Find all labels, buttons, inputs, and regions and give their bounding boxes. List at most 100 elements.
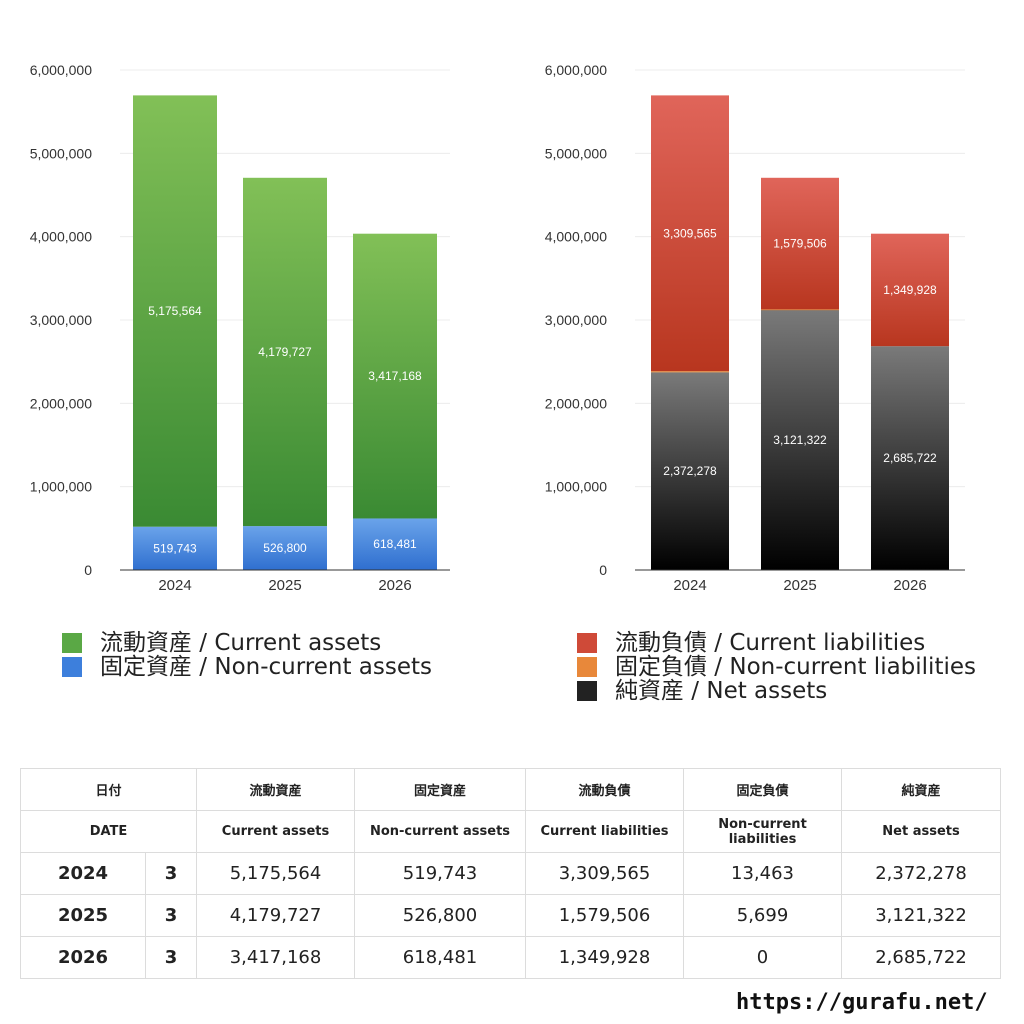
legend-swatch	[62, 657, 82, 677]
header-current-liabilities-en: Current liabilities	[525, 810, 685, 853]
header-net-assets-en: Net assets	[841, 810, 1002, 853]
legend-label: 流動資産 / Current assets	[100, 630, 382, 656]
row-month: 3	[144, 936, 198, 979]
data-label: 3,309,565	[663, 226, 717, 240]
site-url[interactable]: https://gurafu.net/	[736, 990, 988, 1015]
bar-segment	[353, 518, 437, 570]
bar-segment	[243, 526, 327, 570]
data-label: 526,800	[263, 541, 307, 555]
data-label: 5,175,564	[148, 304, 202, 318]
bar-segment	[353, 233, 437, 519]
cell-current-liabilities: 3,309,565	[525, 852, 685, 895]
data-label: 4,179,727	[258, 345, 312, 359]
cell-current-liabilities: 1,349,928	[525, 936, 685, 979]
legend-label: 純資産 / Net assets	[615, 678, 828, 704]
data-label: 2,372,278	[663, 464, 717, 478]
legend-label: 固定資産 / Non-current assets	[100, 654, 433, 680]
row-year: 2026	[20, 936, 146, 979]
table-header-en: DATE Current assets Non-current assets C…	[19, 810, 1002, 853]
row-year: 2025	[20, 894, 146, 937]
legend-swatch	[577, 681, 597, 701]
legend-label: 流動負債 / Current liabilities	[615, 630, 926, 656]
x-tick-label: 2026	[378, 577, 411, 594]
bar-segment	[651, 372, 729, 570]
header-date-jp: 日付	[19, 768, 198, 811]
bar-segment	[761, 177, 839, 310]
cell-current-liabilities: 1,579,506	[525, 894, 685, 937]
legend-item: 流動負債 / Current liabilities	[577, 631, 976, 655]
bar-segment	[243, 177, 327, 527]
y-tick-label: 0	[84, 562, 92, 578]
x-tick-label: 2024	[673, 577, 706, 594]
row-month: 3	[144, 852, 198, 895]
header-current-assets-en: Current assets	[196, 810, 356, 853]
data-label: 3,417,168	[368, 369, 422, 383]
bar-segment	[761, 309, 839, 570]
y-tick-label: 3,000,000	[30, 312, 92, 328]
data-label: 1,579,506	[773, 237, 827, 251]
liabilities-legend: 流動負債 / Current liabilities 固定負債 / Non-cur…	[577, 631, 976, 703]
bar-segment	[871, 346, 949, 570]
legend-item: 純資産 / Net assets	[577, 679, 976, 703]
cell-net-assets: 3,121,322	[841, 894, 1002, 937]
x-tick-label: 2024	[158, 577, 191, 594]
header-noncurrent-liabilities-jp: 固定負債	[683, 768, 843, 811]
y-tick-label: 1,000,000	[545, 479, 607, 495]
bar-segment	[651, 371, 729, 373]
y-tick-label: 2,000,000	[30, 395, 92, 411]
y-tick-label: 2,000,000	[545, 395, 607, 411]
cell-noncurrent-assets: 618,481	[354, 936, 527, 979]
x-tick-label: 2026	[893, 577, 926, 594]
bar-segment	[871, 233, 949, 347]
cell-current-assets: 4,179,727	[196, 894, 356, 937]
assets-chart: 0 1,000,000 2,000,000 3,000,000 4,000,000 5,0…	[30, 62, 450, 594]
y-tick-label: 5,000,000	[545, 145, 607, 161]
legend-swatch	[577, 657, 597, 677]
bar-segment	[651, 95, 729, 372]
y-tick-label: 4,000,000	[545, 229, 607, 245]
data-label: 2,685,722	[883, 451, 937, 465]
cell-noncurrent-liabilities: 13,463	[683, 852, 843, 895]
y-tick-label: 6,000,000	[30, 62, 92, 78]
y-tick-label: 5,000,000	[30, 145, 92, 161]
x-tick-label: 2025	[783, 577, 816, 594]
y-tick-label: 4,000,000	[30, 229, 92, 245]
bar-segment	[761, 309, 839, 311]
charts-area: 0 1,000,000 2,000,000 3,000,000 4,000,000 5,0…	[30, 62, 965, 594]
header-noncurrent-assets-en: Non-current assets	[354, 810, 527, 853]
legend-label: 固定負債 / Non-current liabilities	[615, 654, 976, 680]
data-label: 519,743	[153, 541, 197, 555]
table-row: 2026 3 3,417,168 618,481 1,349,928 0 2,6…	[20, 936, 1002, 979]
header-date-en: DATE	[19, 810, 198, 853]
legend-swatch	[577, 633, 597, 653]
row-year: 2024	[20, 852, 146, 895]
y-tick-label: 0	[599, 562, 607, 578]
header-current-assets-jp: 流動資産	[196, 768, 356, 811]
row-month: 3	[144, 894, 198, 937]
cell-noncurrent-assets: 519,743	[354, 852, 527, 895]
header-current-liabilities-jp: 流動負債	[525, 768, 685, 811]
cell-noncurrent-liabilities: 0	[683, 936, 843, 979]
table-row: 2025 3 4,179,727 526,800 1,579,506 5,699…	[20, 894, 1002, 937]
header-net-assets-jp: 純資産	[841, 768, 1002, 811]
bar-segment	[133, 95, 217, 527]
y-tick-label: 1,000,000	[30, 479, 92, 495]
cell-net-assets: 2,685,722	[841, 936, 1002, 979]
cell-current-assets: 5,175,564	[196, 852, 356, 895]
data-label: 618,481	[373, 537, 417, 551]
header-noncurrent-liabilities-en: Non-current liabilities	[683, 810, 843, 853]
cell-net-assets: 2,372,278	[841, 852, 1002, 895]
header-noncurrent-assets-jp: 固定資産	[354, 768, 527, 811]
bar-segment	[133, 526, 217, 570]
legend-item: 固定負債 / Non-current liabilities	[577, 655, 976, 679]
legend-item: 流動資産 / Current assets	[62, 631, 432, 655]
assets-legend: 流動資産 / Current assets 固定資産 / Non-current …	[62, 631, 432, 679]
data-label: 3,121,322	[773, 433, 827, 447]
cell-noncurrent-liabilities: 5,699	[683, 894, 843, 937]
cell-noncurrent-assets: 526,800	[354, 894, 527, 937]
legend-swatch	[62, 633, 82, 653]
data-table: 日付 流動資産 固定資産 流動負債 固定負債 純資産 DATE Current …	[19, 768, 1002, 979]
x-tick-label: 2025	[268, 577, 301, 594]
cell-current-assets: 3,417,168	[196, 936, 356, 979]
data-label: 1,349,928	[883, 283, 937, 297]
